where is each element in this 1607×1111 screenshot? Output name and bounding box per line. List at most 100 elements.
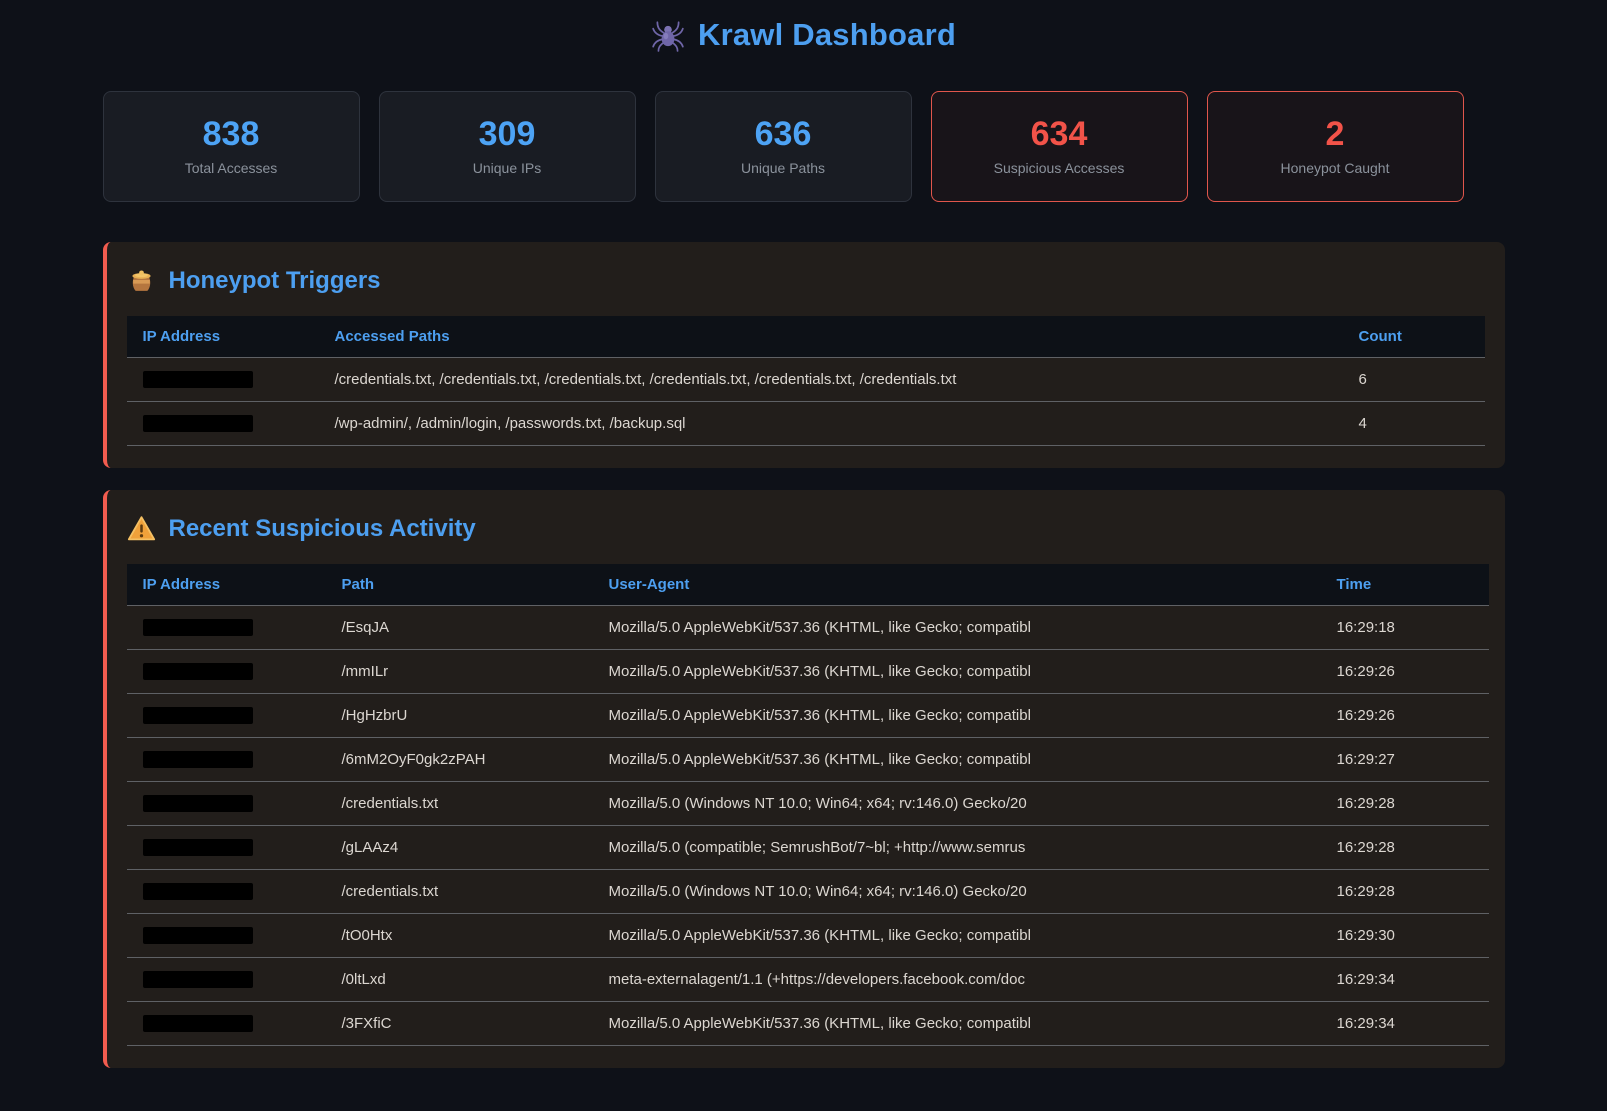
activity-ip-cell <box>126 825 326 870</box>
stat-value: 309 <box>478 115 536 153</box>
activity-path-cell: /HgHzbrU <box>325 693 593 738</box>
honeypot-paths-cell: /wp-admin/, /admin/login, /passwords.txt… <box>318 401 1343 446</box>
activity-user-agent-cell: meta-externalagent/1.1 (+https://develop… <box>592 957 1321 1002</box>
activity-user-agent-cell: Mozilla/5.0 AppleWebKit/537.36 (KHTML, l… <box>592 649 1321 694</box>
suspicious-activity-section: Recent Suspicious Activity IP Address Pa… <box>102 490 1505 1068</box>
activity-col-time: Time <box>1320 564 1489 606</box>
activity-ip-cell <box>126 605 326 650</box>
honeypot-ip-cell <box>126 357 319 402</box>
redacted-ip-bar <box>142 927 253 944</box>
activity-time-cell: 16:29:34 <box>1320 957 1489 1002</box>
spider-icon <box>651 18 685 52</box>
activity-col-user-agent: User-Agent <box>592 564 1321 606</box>
stat-label: Unique Paths <box>740 160 826 176</box>
honeypot-count-cell: 6 <box>1342 357 1485 402</box>
activity-ip-cell <box>126 957 326 1002</box>
activity-col-path: Path <box>325 564 593 606</box>
honeypot-icon <box>127 266 156 295</box>
activity-section-label: Recent Suspicious Activity <box>168 514 476 542</box>
activity-user-agent-cell: Mozilla/5.0 AppleWebKit/537.36 (KHTML, l… <box>592 693 1321 738</box>
activity-ip-cell <box>126 913 326 958</box>
activity-row: /credentials.txt Mozilla/5.0 (Windows NT… <box>126 869 1489 914</box>
stat-card: 309 Unique IPs <box>378 91 636 202</box>
activity-user-agent-cell: Mozilla/5.0 AppleWebKit/537.36 (KHTML, l… <box>592 605 1321 650</box>
activity-path-cell: /0ltLxd <box>325 957 593 1002</box>
honeypot-col-count: Count <box>1342 316 1485 358</box>
stat-value: 634 <box>1030 115 1088 153</box>
activity-path-cell: /gLAAz4 <box>325 825 593 870</box>
activity-time-cell: 16:29:26 <box>1320 693 1489 738</box>
activity-user-agent-cell: Mozilla/5.0 AppleWebKit/537.36 (KHTML, l… <box>592 737 1321 782</box>
redacted-ip-bar <box>142 751 253 768</box>
honeypot-section-label: Honeypot Triggers <box>168 266 381 294</box>
activity-path-cell: /credentials.txt <box>325 869 593 914</box>
activity-table: IP Address Path User-Agent Time /EsqJA M… <box>126 564 1489 1046</box>
activity-header-row: IP Address Path User-Agent Time <box>126 564 1489 606</box>
activity-path-cell: /EsqJA <box>325 605 593 650</box>
activity-row: /0ltLxd meta-externalagent/1.1 (+https:/… <box>126 957 1489 1002</box>
activity-time-cell: 16:29:28 <box>1320 825 1489 870</box>
page-header: Krawl Dashboard <box>103 0 1505 53</box>
stat-card: 636 Unique Paths <box>654 91 912 202</box>
activity-path-cell: /6mM2OyF0gk2zPAH <box>325 737 593 782</box>
honeypot-ip-cell <box>126 401 319 446</box>
activity-user-agent-cell: Mozilla/5.0 AppleWebKit/537.36 (KHTML, l… <box>592 913 1321 958</box>
redacted-ip-bar <box>142 663 253 680</box>
honeypot-row: /credentials.txt, /credentials.txt, /cre… <box>126 357 1485 402</box>
stat-label: Honeypot Caught <box>1280 160 1390 176</box>
honeypot-col-ip-address: IP Address <box>126 316 319 358</box>
dashboard: Krawl Dashboard 838 Total Accesses 309 U… <box>102 0 1505 1068</box>
redacted-ip-bar <box>142 1015 253 1032</box>
activity-row: /gLAAz4 Mozilla/5.0 (compatible; Semrush… <box>126 825 1489 870</box>
stat-value: 636 <box>754 115 812 153</box>
honeypot-paths-cell: /credentials.txt, /credentials.txt, /cre… <box>318 357 1343 402</box>
activity-time-cell: 16:29:34 <box>1320 1001 1489 1046</box>
activity-row: /EsqJA Mozilla/5.0 AppleWebKit/537.36 (K… <box>126 605 1489 650</box>
activity-row: /tO0Htx Mozilla/5.0 AppleWebKit/537.36 (… <box>126 913 1489 958</box>
redacted-ip-bar <box>142 883 253 900</box>
activity-path-cell: /mmILr <box>325 649 593 694</box>
activity-path-cell: /credentials.txt <box>325 781 593 826</box>
stat-value: 838 <box>202 115 260 153</box>
activity-path-cell: /tO0Htx <box>325 913 593 958</box>
activity-ip-cell <box>126 869 326 914</box>
honeypot-col-accessed-paths: Accessed Paths <box>318 316 1343 358</box>
stat-card: 2 Honeypot Caught <box>1206 91 1464 202</box>
activity-row: /6mM2OyF0gk2zPAH Mozilla/5.0 AppleWebKit… <box>126 737 1489 782</box>
activity-path-cell: /3FXfiC <box>325 1001 593 1046</box>
activity-time-cell: 16:29:18 <box>1320 605 1489 650</box>
activity-time-cell: 16:29:26 <box>1320 649 1489 694</box>
activity-time-cell: 16:29:27 <box>1320 737 1489 782</box>
activity-time-cell: 16:29:30 <box>1320 913 1489 958</box>
activity-user-agent-cell: Mozilla/5.0 (compatible; SemrushBot/7~bl… <box>592 825 1321 870</box>
stat-card: 634 Suspicious Accesses <box>930 91 1188 202</box>
activity-ip-cell <box>126 737 326 782</box>
stat-label: Suspicious Accesses <box>993 160 1125 176</box>
honeypot-count-cell: 4 <box>1342 401 1485 446</box>
activity-user-agent-cell: Mozilla/5.0 (Windows NT 10.0; Win64; x64… <box>592 781 1321 826</box>
activity-user-agent-cell: Mozilla/5.0 AppleWebKit/537.36 (KHTML, l… <box>592 1001 1321 1046</box>
redacted-ip-bar <box>142 707 253 724</box>
redacted-ip-bar <box>142 971 253 988</box>
honeypot-row: /wp-admin/, /admin/login, /passwords.txt… <box>126 401 1485 446</box>
redacted-ip-bar <box>142 371 253 388</box>
redacted-ip-bar <box>142 839 253 856</box>
honeypot-header-row: IP Address Accessed Paths Count <box>126 316 1485 358</box>
redacted-ip-bar <box>142 415 253 432</box>
honeypot-section-title: Honeypot Triggers <box>127 266 1485 295</box>
honeypot-table: IP Address Accessed Paths Count /credent… <box>126 316 1485 446</box>
activity-row: /3FXfiC Mozilla/5.0 AppleWebKit/537.36 (… <box>126 1001 1489 1046</box>
activity-time-cell: 16:29:28 <box>1320 781 1489 826</box>
activity-col-ip-address: IP Address <box>126 564 326 606</box>
activity-row: /HgHzbrU Mozilla/5.0 AppleWebKit/537.36 … <box>126 693 1489 738</box>
page-title: Krawl Dashboard <box>698 17 956 52</box>
activity-row: /mmILr Mozilla/5.0 AppleWebKit/537.36 (K… <box>126 649 1489 694</box>
honeypot-triggers-section: Honeypot Triggers IP Address Accessed Pa… <box>102 242 1505 468</box>
activity-ip-cell <box>126 649 326 694</box>
stat-label: Unique IPs <box>472 160 542 176</box>
stat-label: Total Accesses <box>184 160 278 176</box>
activity-ip-cell <box>126 781 326 826</box>
activity-ip-cell <box>126 693 326 738</box>
activity-time-cell: 16:29:28 <box>1320 869 1489 914</box>
redacted-ip-bar <box>142 619 253 636</box>
